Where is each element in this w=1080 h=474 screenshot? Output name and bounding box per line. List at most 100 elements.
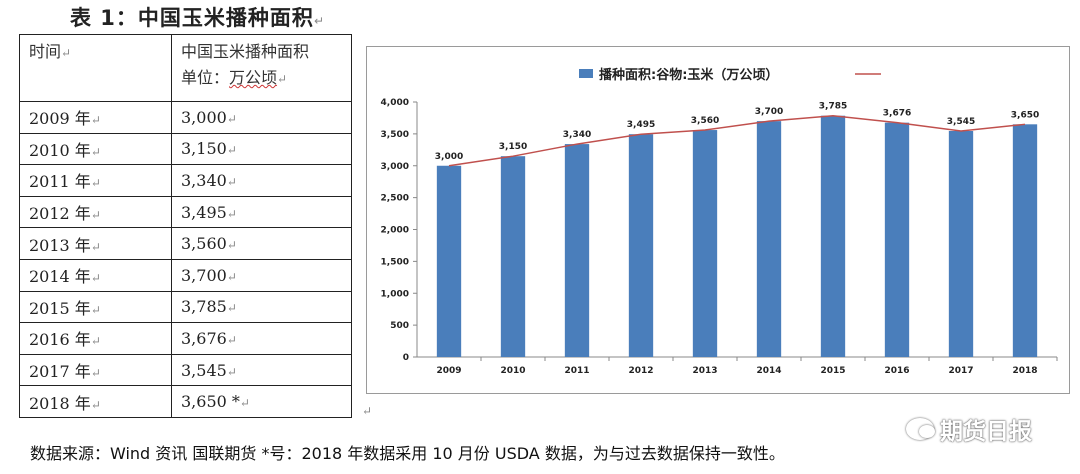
table-row: 2009 年↵ 3,000↵: [19, 101, 352, 134]
year-cell: 2016 年↵: [19, 322, 172, 355]
y-tick-label: 1,000: [381, 289, 409, 299]
table-row: 2015 年↵ 3,785↵: [19, 290, 352, 324]
paragraph-mark-icon: ↵: [226, 174, 237, 189]
table-row: 2010 年↵ 3,150↵: [19, 132, 352, 166]
data-label: 3,785: [819, 102, 847, 112]
series-line: [448, 114, 1026, 167]
x-tick-label: 2016: [884, 366, 909, 376]
year-cell: 2013 年↵: [19, 227, 172, 260]
bar: [756, 121, 782, 357]
bar: [884, 122, 910, 357]
data-label: 3,000: [435, 152, 463, 162]
bar: [692, 130, 718, 357]
x-tick-label: 2014: [756, 366, 781, 376]
paragraph-mark-icon: ↵: [226, 238, 237, 253]
paragraph-mark-icon: ↵: [90, 176, 101, 191]
year-cell: 2015 年↵: [19, 290, 172, 324]
year-label: 2014 年: [29, 267, 91, 287]
value-label: 3,700: [181, 265, 227, 285]
year-label: 2011 年: [29, 172, 91, 192]
paragraph-mark-icon: ↵: [277, 72, 288, 86]
chart-container: 播种面积:谷物:玉米（万公顷） 0 500 1,000 1,500 2,000 2,500 3…: [366, 46, 1070, 394]
year-cell: 2018 年↵: [19, 385, 172, 418]
header-area: 中国玉米播种面积 单位：万公顷↵: [171, 34, 352, 102]
header-unit-prefix: 单位：: [181, 68, 230, 87]
bar-chart: 播种面积:谷物:玉米（万公顷） 0 500 1,000 1,500 2,000 2,500 3…: [381, 67, 1058, 376]
data-label: 3,495: [627, 120, 655, 130]
year-label: 2009 年: [29, 109, 91, 129]
paragraph-mark-icon: ↵: [90, 271, 101, 286]
data-label: 3,650: [1011, 110, 1039, 120]
year-cell: 2014 年↵: [19, 258, 172, 292]
x-tick-label: 2010: [500, 366, 525, 376]
page-title: 表 1：中国玉米播种面积↵: [70, 2, 325, 32]
value-label: 3,560: [181, 234, 227, 254]
table-row: 2018 年↵ 3,650 *↵: [19, 385, 352, 418]
table-row: 2012 年↵ 3,495↵: [19, 195, 352, 229]
bar: [1012, 124, 1038, 357]
value-label: 3,650 *: [181, 392, 240, 412]
value-label: 3,150: [181, 139, 227, 159]
header-area-label: 中国玉米播种面积: [181, 42, 310, 61]
value-cell: 3,700↵: [171, 258, 352, 292]
title-text: 表 1：中国玉米播种面积: [70, 6, 314, 30]
bar: [564, 144, 590, 357]
value-cell: 3,650 *↵: [171, 385, 352, 418]
value-label: 3,495: [181, 202, 227, 222]
bar: [948, 131, 974, 357]
paragraph-mark-icon: ↵: [90, 397, 101, 412]
paragraph-mark-icon: ↵: [226, 143, 237, 158]
paragraph-mark-icon: ↵: [226, 269, 237, 284]
value-label: 3,785: [181, 297, 227, 317]
y-tick-label: 1,500: [381, 257, 409, 267]
value-cell: 3,676↵: [171, 322, 352, 355]
header-unit: 万公顷: [229, 68, 278, 87]
header-time-label: 时间: [29, 42, 62, 61]
paragraph-mark-icon: ↵: [90, 144, 101, 159]
data-label: 3,560: [691, 116, 719, 126]
y-tick-label: 2,500: [381, 194, 409, 204]
year-cell: 2010 年↵: [19, 132, 172, 166]
x-tick-label: 2009: [436, 366, 461, 376]
year-label: 2010 年: [29, 140, 91, 160]
x-tick-label: 2018: [1012, 366, 1037, 376]
year-cell: 2011 年↵: [19, 164, 172, 197]
table-row: 2016 年↵ 3,676↵: [19, 322, 352, 355]
year-label: 2012 年: [29, 204, 91, 224]
paragraph-mark-icon: ↵: [90, 334, 101, 349]
year-cell: 2009 年↵: [19, 101, 172, 134]
paragraph-mark-icon: ↵: [226, 301, 237, 316]
paragraph-mark-icon: ↵: [226, 111, 237, 126]
year-label: 2017 年: [29, 362, 91, 382]
bar: [500, 156, 526, 357]
year-cell: 2012 年↵: [19, 195, 172, 229]
header-time: 时间↵: [19, 34, 172, 102]
x-tick-label: 2015: [820, 366, 845, 376]
paragraph-mark-icon: ↵: [90, 113, 101, 128]
value-cell: 3,495↵: [171, 195, 352, 229]
table-row: 2013 年↵ 3,560↵: [19, 227, 352, 260]
y-tick-label: 3,500: [381, 130, 409, 140]
year-label: 2018 年: [29, 393, 91, 413]
table-row: 2017 年↵ 3,545↵: [19, 353, 352, 387]
bar: [820, 115, 846, 357]
bar: [436, 165, 462, 357]
value-label: 3,545: [181, 360, 227, 380]
paragraph-mark-icon: ↵: [239, 396, 250, 411]
year-cell: 2017 年↵: [19, 353, 172, 387]
paragraph-mark-icon: ↵: [90, 366, 101, 381]
watermark-text: 期货日报: [940, 419, 1032, 445]
table-header-row: 时间↵ 中国玉米播种面积 单位：万公顷↵: [19, 34, 352, 102]
x-tick-label: 2012: [628, 366, 653, 376]
value-cell: 3,785↵: [171, 290, 352, 324]
y-tick-label: 0: [403, 353, 409, 363]
paragraph-mark-icon: ↵: [61, 46, 72, 60]
y-tick-label: 2,000: [381, 226, 409, 236]
paragraph-mark-icon: ↵: [90, 239, 101, 254]
source-note: 数据来源：Wind 资讯 国联期货 *号：2018 年数据采用 10 月份 US…: [30, 444, 785, 463]
year-label: 2016 年: [29, 330, 91, 350]
table-row: 2014 年↵ 3,700↵: [19, 258, 352, 292]
paragraph-mark-icon: ↵: [226, 364, 237, 379]
value-cell: 3,340↵: [171, 164, 352, 197]
bar: [628, 134, 654, 357]
